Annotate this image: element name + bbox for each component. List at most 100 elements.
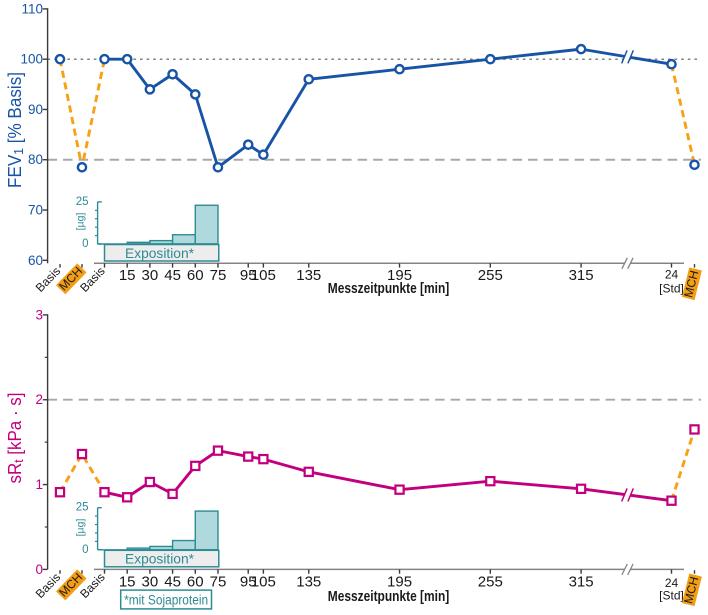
bottom-panel-x-axis-break-slash <box>621 563 628 576</box>
bottom-panel-marker-95 <box>243 451 254 462</box>
top-panel-series-line <box>104 47 672 169</box>
bottom-panel-challenge-dashed-line <box>58 451 106 493</box>
bottom-panel-marker-105 <box>258 453 269 465</box>
top-panel-x-tick-label-45: 45 <box>164 267 181 284</box>
bottom-panel-x-tick-label-95: 95 <box>240 574 257 591</box>
bottom-panel-inset-y-tick-label: 0 <box>82 544 88 556</box>
top-panel-line-break-gap <box>622 49 633 64</box>
top-panel-marker-45 <box>167 68 178 80</box>
bottom-panel-x-label-24h: 24 <box>665 576 679 590</box>
top-panel-marker-95 <box>242 139 254 150</box>
top-panel-line-break-slash <box>621 50 628 64</box>
bottom-panel-x-axis-break-gap <box>622 562 633 577</box>
bottom-panel-x-tick-label-45: 45 <box>164 574 181 591</box>
bottom-panel-y-tick-label: 2 <box>35 392 43 407</box>
top-panel-x-label-text-Basis: Basis <box>33 264 63 295</box>
bottom-panel-inset-y-axis-title: [µg] <box>75 519 87 537</box>
top-panel-x-tick-label-75: 75 <box>210 267 227 284</box>
top-panel-y-tick-label: 80 <box>28 152 43 167</box>
bottom-panel-marker-24 Std <box>666 495 677 506</box>
top-panel-marker-30 <box>144 84 156 95</box>
top-panel-marker-105 <box>258 149 269 161</box>
top-panel-x-axis-break-slash <box>627 257 634 270</box>
top-panel-x-label-rotated-Basis: Basis <box>33 264 63 295</box>
top-panel-marker-Basis <box>54 53 66 65</box>
top-panel-y-axis-title: FEV1 [% Basis] <box>4 72 26 188</box>
bottom-panel-x-tick-label-315: 315 <box>569 574 594 591</box>
top-panel-y-tick-label: 100 <box>20 52 43 67</box>
footnote-box <box>119 589 213 610</box>
bottom-panel-y-axis-title: sRt [kPa · s] <box>4 393 26 484</box>
bottom-panel-marker-60 <box>190 460 201 472</box>
bottom-panel-inset-y-tick-label: 25 <box>76 502 89 514</box>
top-panel-marker-24 Std <box>666 58 677 70</box>
bottom-panel-line-break-slash <box>621 488 628 502</box>
bottom-panel-marker-135 <box>303 466 314 478</box>
top-panel-inset-y-tick-label: 25 <box>76 196 89 208</box>
bottom-panel-exposure-bar-45 <box>171 539 196 551</box>
bottom-panel-x-tick-label-105: 105 <box>251 574 276 591</box>
top-panel-x-label-rotated-MCH: MCH <box>681 267 702 301</box>
bottom-panel-x-axis-break-slash <box>627 563 634 576</box>
bottom-panel-x-axis-title: Messzeitpunkte [min] <box>328 588 450 605</box>
bottom-panel-marker-45 <box>167 488 178 500</box>
bottom-panel-marker-15 <box>121 492 133 503</box>
top-panel-line-break-slash <box>627 50 634 64</box>
top-panel-x-tick-label-30: 30 <box>142 267 159 284</box>
bottom-panel-line-break-gap <box>622 487 633 502</box>
top-panel-y-tick-label: 60 <box>28 253 43 268</box>
bottom-panel-y-tick-label: 3 <box>35 307 43 322</box>
top-panel-x-axis-break-gap <box>622 256 633 270</box>
top-panel-marker-195 <box>394 63 405 75</box>
top-panel-inset-y-axis-title: [µg] <box>75 213 87 231</box>
top-panel-x-label-24h-unit: [Std] <box>659 282 684 296</box>
top-panel-x-tick-label-105: 105 <box>251 267 276 284</box>
bottom-panel-x-label-24h-unit: [Std] <box>659 589 684 603</box>
top-panel-exposition-label: Exposition* <box>125 245 195 261</box>
bottom-panel-challenge-dashed-line <box>670 428 696 502</box>
bottom-panel-x-tick-label-75: 75 <box>210 574 227 591</box>
bottom-panel-x-label-rotated-MCH: MCH <box>681 573 702 607</box>
bottom-panel-marker-MCH <box>76 448 88 460</box>
top-panel-y-tick-label: 110 <box>21 1 43 16</box>
bottom-panel-marker-255 <box>485 475 496 487</box>
bottom-panel-marker-30 <box>144 476 156 488</box>
top-panel-x-label-text-MCH: MCH <box>681 269 701 299</box>
top-panel-exposure-bar-45 <box>171 234 196 245</box>
bottom-panel-y-tick-label: 1 <box>35 477 43 492</box>
mch-highlight-box <box>56 569 87 601</box>
bottom-panel-x-tick-label-60: 60 <box>187 574 204 591</box>
bottom-panel-x-tick-label-30: 30 <box>142 574 159 591</box>
top-panel-marker-75 <box>212 161 224 173</box>
bottom-panel-x-tick-label-195: 195 <box>387 574 412 591</box>
top-panel-marker-135 <box>303 73 315 85</box>
top-panel-marker-315 <box>575 43 587 55</box>
top-panel-x-label-24h: 24 <box>665 268 679 282</box>
bottom-panel-x-tick-label-255: 255 <box>478 574 503 591</box>
top-panel-marker-MCH <box>76 161 88 173</box>
bottom-panel-x-tick-label-15: 15 <box>119 574 136 591</box>
bottom-panel-line-break-slash <box>627 488 634 502</box>
top-panel-x-tick-label-315: 315 <box>569 267 594 284</box>
footnote-text: *mit Sojaprotein <box>124 593 208 608</box>
top-panel-x-tick-label-255: 255 <box>478 267 503 284</box>
bottom-panel-marker-MCH <box>689 424 700 435</box>
top-panel-x-axis-title: Messzeitpunkte [min] <box>328 280 450 297</box>
top-panel-marker-15 <box>121 53 133 65</box>
bottom-panel-marker-Basis <box>54 487 66 498</box>
top-panel-y-tick-label: 90 <box>28 102 43 117</box>
bottom-panel-exposure-bar-60 <box>194 510 219 551</box>
top-panel-marker-Basis <box>99 53 110 65</box>
bottom-panel-marker-75 <box>212 445 224 456</box>
bottom-panel-series-line <box>104 449 672 503</box>
bottom-panel-marker-195 <box>394 484 405 495</box>
top-panel-x-tick-label-135: 135 <box>296 267 321 284</box>
top-panel-marker-255 <box>485 53 496 65</box>
bottom-panel-marker-315 <box>575 483 587 495</box>
bottom-panel-marker-Basis <box>99 487 110 498</box>
top-panel-x-tick-label-195: 195 <box>387 267 412 284</box>
top-panel-y-tick-label: 70 <box>28 203 43 218</box>
mch-highlight-box <box>681 267 702 301</box>
